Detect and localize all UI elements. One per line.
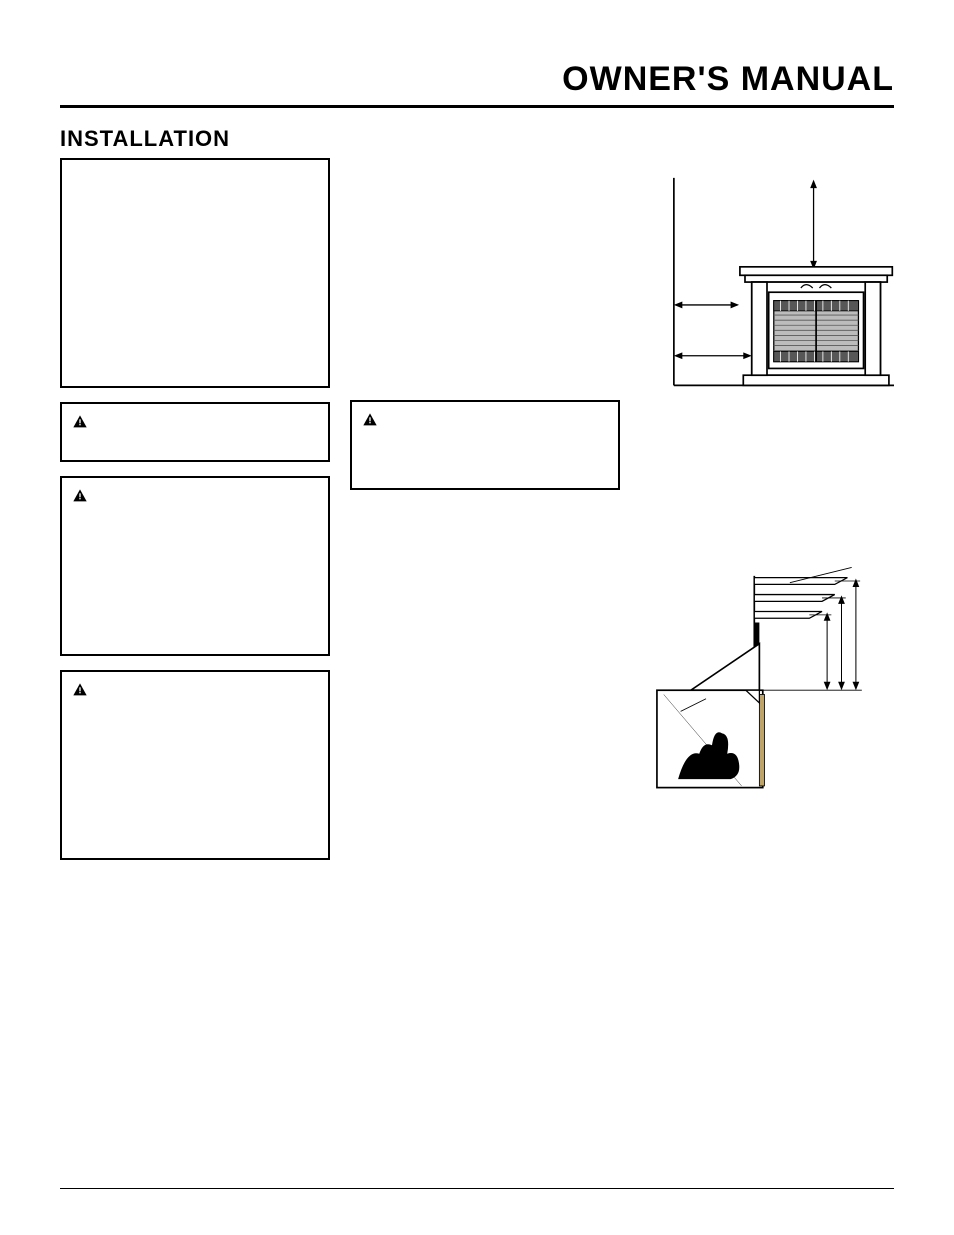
column-1	[60, 158, 330, 860]
content-columns	[60, 158, 894, 860]
warning-box-4	[350, 400, 620, 490]
warning-box-2	[60, 476, 330, 656]
figure-fireplace-side	[640, 556, 894, 816]
section-title: INSTALLATION	[60, 126, 894, 152]
figure-2-svg	[640, 556, 894, 816]
warning-box-1	[60, 402, 330, 462]
page: OWNER'S MANUAL INSTALLATION	[0, 0, 954, 1235]
figure-1-svg	[640, 158, 894, 418]
title-rule	[60, 105, 894, 108]
warning-icon	[362, 412, 378, 428]
warning-box-3	[60, 670, 330, 860]
warning-icon	[72, 488, 88, 504]
document-title: OWNER'S MANUAL	[60, 60, 894, 99]
figure-fireplace-front	[640, 158, 894, 418]
figure-gap	[640, 432, 894, 542]
column-2-top-gap	[350, 158, 620, 386]
column-3	[640, 158, 894, 860]
page-footer	[60, 1188, 894, 1195]
column-2	[350, 158, 620, 860]
warning-icon	[72, 414, 88, 430]
notice-box	[60, 158, 330, 388]
footer-rule	[60, 1188, 894, 1189]
warning-icon	[72, 682, 88, 698]
